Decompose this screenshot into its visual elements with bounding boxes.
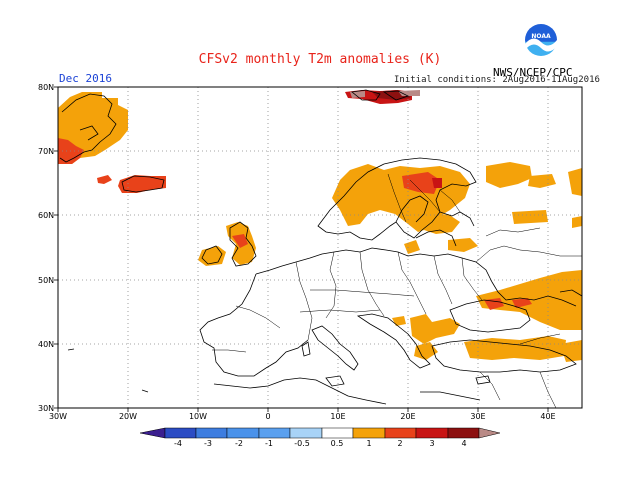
colorbar: -4 -3 -2 -1 -0.5 0.5 1 2 3 4 — [139, 427, 501, 448]
lon-label-30w: 30W — [49, 412, 67, 421]
lat-label-40n: 40N — [38, 340, 54, 349]
map-title: CFSv2 monthly T2m anomalies (K) — [198, 52, 442, 67]
lat-label-50n: 50N — [38, 276, 54, 285]
lat-label-70n: 70N — [38, 147, 54, 156]
colorbar-label: -3 — [204, 439, 212, 448]
forecast-month: Dec 2016 — [59, 72, 112, 85]
lon-label-20w: 20W — [119, 412, 137, 421]
initial-conditions: Initial conditions: 2Aug2016-11Aug2016 — [394, 75, 600, 85]
colorbar-label: -4 — [174, 439, 182, 448]
country-borders — [212, 173, 582, 408]
colorbar-low-arrow — [139, 427, 166, 439]
lon-label-10e: 10E — [330, 412, 345, 421]
colorbar-swatch-5 — [289, 427, 323, 439]
logo-text: NOAA — [531, 33, 551, 40]
lon-label-10w: 10W — [189, 412, 207, 421]
colorbar-label: -1 — [265, 439, 273, 448]
graticule — [58, 87, 582, 408]
anomaly-shading — [58, 90, 582, 362]
axis-ticks — [54, 86, 549, 412]
lon-label-30e: 30E — [470, 412, 485, 421]
lon-label-40e: 40E — [540, 412, 555, 421]
lon-label-0: 0 — [265, 412, 270, 421]
colorbar-label: -0.5 — [294, 439, 310, 448]
lat-label-60n: 60N — [38, 211, 54, 220]
colorbar-label: 1 — [366, 439, 371, 448]
map-frame — [57, 86, 583, 409]
colorbar-swatch-7 — [352, 427, 386, 439]
colorbar-swatch-10 — [447, 427, 480, 439]
colorbar-swatch-4 — [258, 427, 291, 439]
colorbar-label: 0.5 — [331, 439, 344, 448]
noaa-logo-icon: NOAA — [525, 24, 557, 56]
colorbar-swatch-9 — [415, 427, 449, 439]
colorbar-swatch-8 — [384, 427, 417, 439]
lat-label-80n: 80N — [38, 83, 54, 92]
colorbar-swatch-2 — [195, 427, 228, 439]
colorbar-label: 3 — [429, 439, 434, 448]
colorbar-swatch-6 — [321, 427, 354, 439]
colorbar-label: 4 — [461, 439, 466, 448]
colorbar-label: 2 — [397, 439, 402, 448]
colorbar-label: -2 — [235, 439, 243, 448]
colorbar-swatch-3 — [226, 427, 260, 439]
lon-label-20e: 20E — [400, 412, 415, 421]
agency-label: NWS/NCEP/CPC — [493, 66, 573, 79]
colorbar-swatch-1 — [164, 427, 197, 439]
coastlines — [59, 89, 582, 405]
colorbar-high-arrow — [478, 427, 501, 439]
lat-label-30n: 30N — [38, 404, 54, 413]
